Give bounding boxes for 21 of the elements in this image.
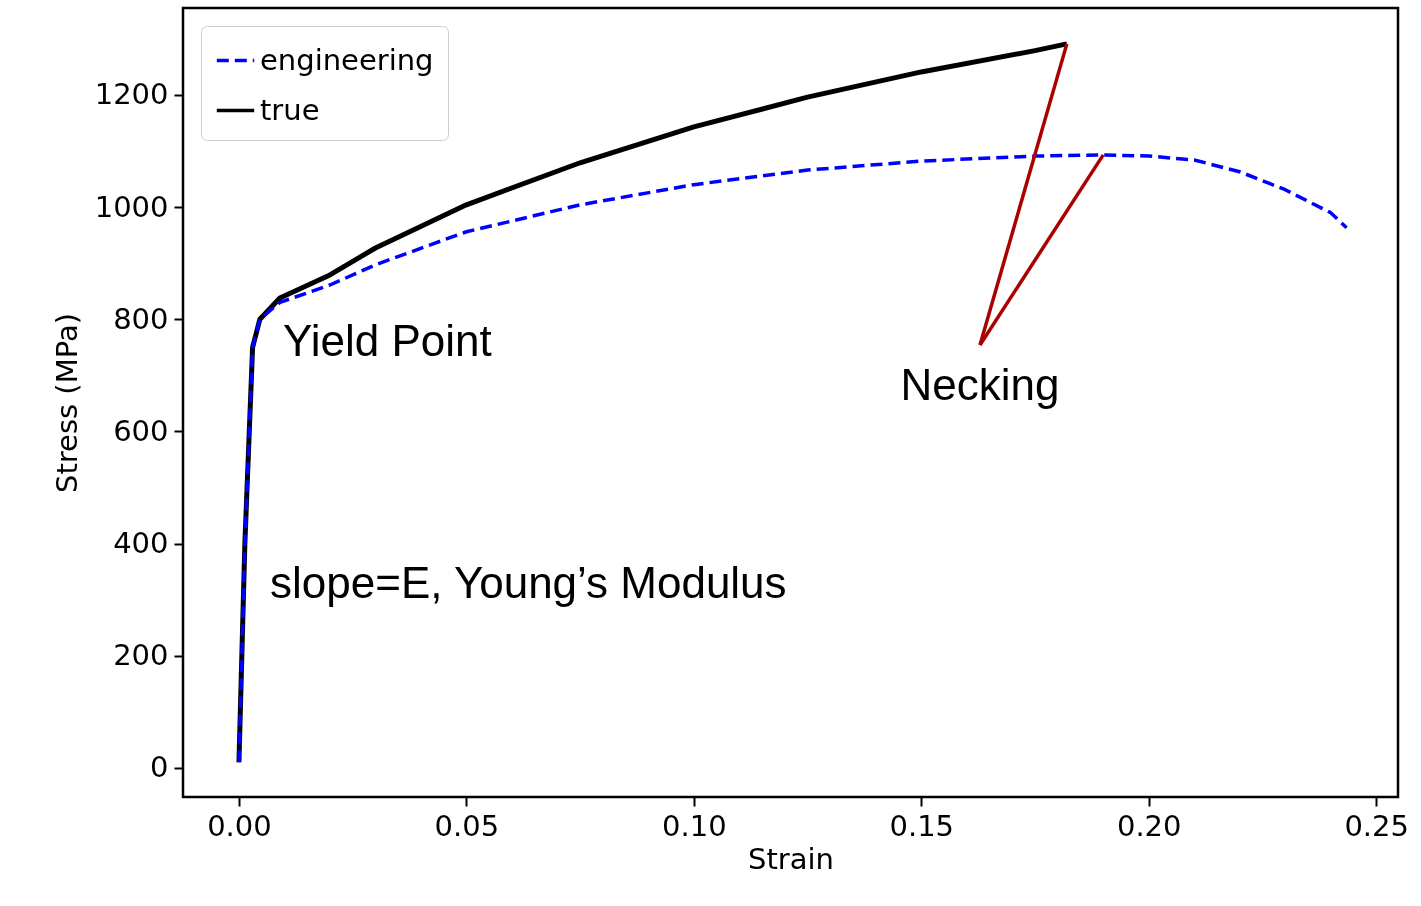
y-tick-label: 400 [113, 526, 169, 561]
y-tick-label: 200 [113, 638, 169, 673]
y-tick-label: 800 [113, 301, 169, 336]
y-tick-label: 1200 [94, 77, 169, 112]
annotation: Necking [900, 360, 1060, 409]
y-axis-title: Stress (MPa) [49, 313, 84, 493]
y-tick-label: 0 [150, 750, 169, 785]
x-tick-label: 0.20 [1116, 808, 1182, 843]
line-series [237, 153, 1349, 764]
x-axis-title: Strain [748, 841, 834, 876]
y-tick-label: 600 [113, 413, 169, 448]
legend-label: true [260, 92, 320, 127]
x-tick-label: 0.25 [1344, 808, 1409, 843]
x-tick-label: 0.10 [662, 808, 727, 843]
annotation: Yield Point [283, 316, 492, 365]
x-tick-label: 0.15 [889, 808, 955, 843]
legend-label: engineering [260, 42, 434, 77]
y-tick-label: 1000 [94, 189, 169, 224]
x-tick-label: 0.00 [207, 808, 272, 843]
annotation: slope=E, Young’s Modulus [270, 558, 787, 607]
x-tick-label: 0.05 [434, 808, 500, 843]
